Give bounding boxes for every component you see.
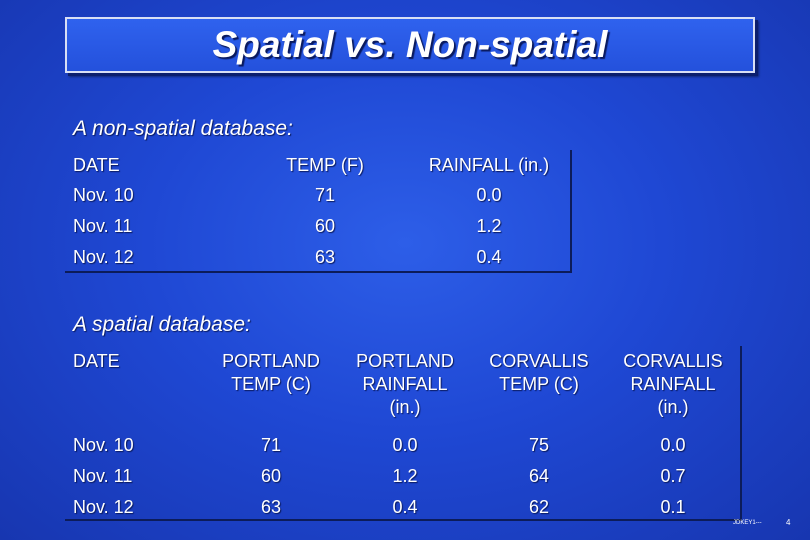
header-line: (in.) bbox=[389, 397, 421, 417]
cell-date: Nov. 10 bbox=[73, 435, 134, 455]
cell-corvallis-rainfall: 0.7 bbox=[660, 466, 686, 486]
header-line: TEMP (C) bbox=[231, 374, 311, 394]
cell-corvallis-temp: 75 bbox=[528, 435, 550, 455]
header-line: CORVALLIS bbox=[489, 351, 589, 371]
table-row: Nov. 10 71 0.0 75 0.0 bbox=[65, 430, 740, 461]
cell-temp: 63 bbox=[314, 247, 336, 267]
header-portland-rainfall: PORTLAND RAINFALL (in.) bbox=[338, 346, 472, 430]
cell-corvallis-temp: 64 bbox=[528, 466, 550, 486]
spatial-heading: A spatial database: bbox=[73, 313, 251, 336]
header-date: DATE bbox=[73, 155, 120, 175]
table-header-row: DATE TEMP (F) RAINFALL (in.) bbox=[65, 150, 571, 180]
header-date: DATE bbox=[65, 346, 204, 430]
cell-portland-temp: 71 bbox=[260, 435, 282, 455]
cell-corvallis-rainfall: 0.0 bbox=[660, 435, 686, 455]
cell-portland-rainfall: 0.0 bbox=[392, 435, 418, 455]
header-line: (in.) bbox=[657, 397, 689, 417]
cell-corvallis-temp: 62 bbox=[528, 497, 550, 517]
header-line: PORTLAND bbox=[356, 351, 454, 371]
table-header-row: DATE PORTLAND TEMP (C) PORTLAND RAINFALL… bbox=[65, 346, 740, 430]
page-number: 4 bbox=[786, 518, 791, 527]
table-row: Nov. 12 63 0.4 62 0.1 bbox=[65, 492, 740, 523]
cell-rainfall: 1.2 bbox=[476, 216, 502, 236]
cell-portland-rainfall: 0.4 bbox=[392, 497, 418, 517]
header-portland-temp: PORTLAND TEMP (C) bbox=[204, 346, 338, 430]
header-corvallis-rainfall: CORVALLIS RAINFALL (in.) bbox=[606, 346, 740, 430]
header-line: DATE bbox=[73, 351, 120, 371]
cell-temp: 71 bbox=[314, 185, 336, 205]
table-row: Nov. 12 63 0.4 bbox=[65, 242, 571, 273]
cell-rainfall: 0.4 bbox=[476, 247, 502, 267]
non-spatial-table: DATE TEMP (F) RAINFALL (in.) Nov. 10 71 … bbox=[65, 150, 571, 273]
spatial-table: DATE PORTLAND TEMP (C) PORTLAND RAINFALL… bbox=[65, 346, 740, 523]
cell-date: Nov. 11 bbox=[73, 216, 133, 236]
header-corvallis-temp: CORVALLIS TEMP (C) bbox=[472, 346, 606, 430]
header-line: RAINFALL bbox=[630, 374, 716, 394]
non-spatial-heading: A non-spatial database: bbox=[73, 117, 293, 140]
header-temp: TEMP (F) bbox=[286, 155, 364, 175]
cell-temp: 60 bbox=[314, 216, 336, 236]
header-line: PORTLAND bbox=[222, 351, 320, 371]
footer-code: JDKEY1--- bbox=[733, 520, 762, 526]
cell-date: Nov. 11 bbox=[73, 466, 133, 486]
cell-corvallis-rainfall: 0.1 bbox=[660, 497, 686, 517]
cell-portland-temp: 63 bbox=[260, 497, 282, 517]
title-banner: Spatial vs. Non-spatial bbox=[65, 17, 755, 73]
header-line: RAINFALL bbox=[362, 374, 448, 394]
header-line: CORVALLIS bbox=[623, 351, 723, 371]
slide-title: Spatial vs. Non-spatial bbox=[212, 24, 608, 65]
header-rainfall: RAINFALL (in.) bbox=[428, 155, 550, 175]
table-row: Nov. 11 60 1.2 bbox=[65, 211, 571, 242]
cell-portland-rainfall: 1.2 bbox=[392, 466, 418, 486]
table-row: Nov. 11 60 1.2 64 0.7 bbox=[65, 461, 740, 492]
cell-date: Nov. 12 bbox=[73, 247, 134, 267]
cell-portland-temp: 60 bbox=[260, 466, 282, 486]
cell-rainfall: 0.0 bbox=[476, 185, 502, 205]
cell-date: Nov. 12 bbox=[73, 497, 134, 517]
cell-date: Nov. 10 bbox=[73, 185, 134, 205]
table-row: Nov. 10 71 0.0 bbox=[65, 180, 571, 211]
header-line: TEMP (C) bbox=[499, 374, 579, 394]
